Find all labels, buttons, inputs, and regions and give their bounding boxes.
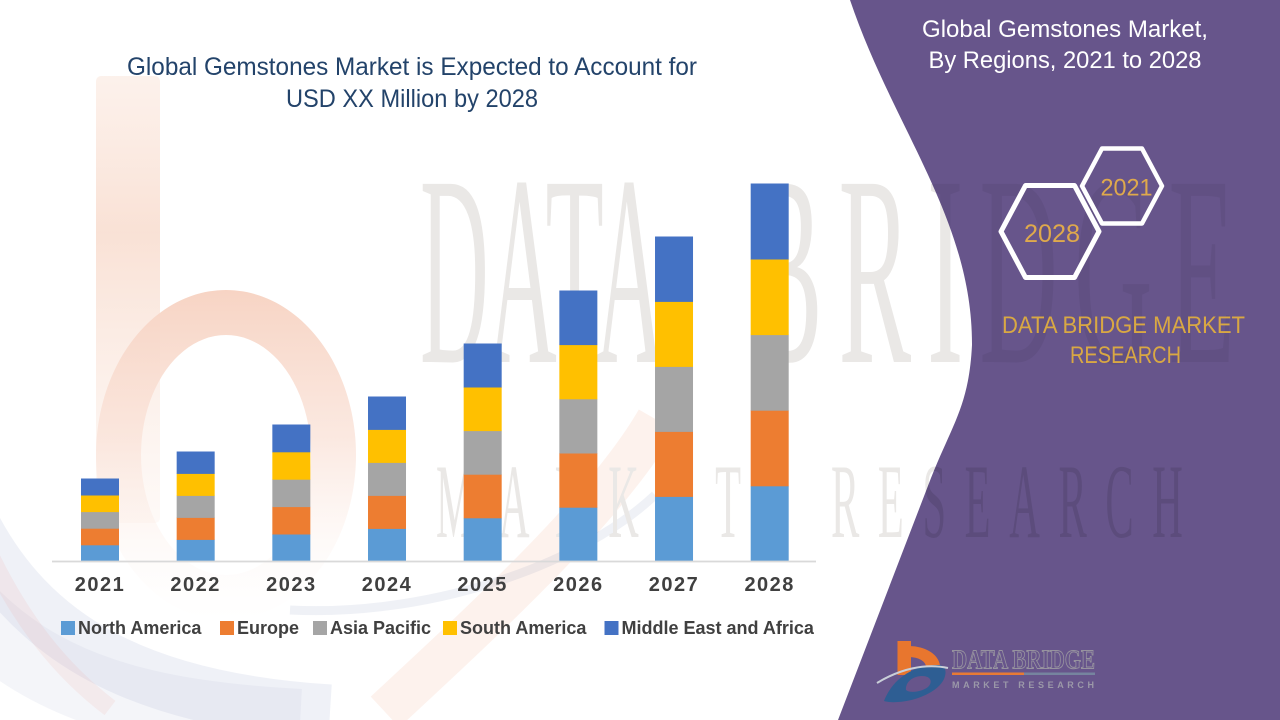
svg-text:DATA BRIDGE MARKET: DATA BRIDGE MARKET — [1002, 312, 1245, 339]
svg-text:Middle East and Africa: Middle East and Africa — [622, 618, 815, 638]
svg-text:2027: 2027 — [649, 574, 700, 596]
svg-text:2021: 2021 — [1101, 175, 1153, 202]
svg-text:Asia Pacific: Asia Pacific — [330, 618, 431, 638]
svg-text:2025: 2025 — [457, 574, 508, 596]
svg-text:South America: South America — [460, 618, 587, 638]
svg-text:2023: 2023 — [266, 574, 317, 596]
svg-text:2026: 2026 — [553, 574, 604, 596]
svg-text:2028: 2028 — [1024, 220, 1080, 248]
svg-text:DATA: DATA — [420, 120, 664, 422]
svg-text:Europe: Europe — [237, 618, 299, 638]
svg-text:2028: 2028 — [744, 574, 795, 596]
svg-text:Global Gemstones Market is Exp: Global Gemstones Market is Expected to A… — [127, 53, 697, 81]
svg-text:Global Gemstones Market,: Global Gemstones Market, — [922, 16, 1208, 43]
svg-text:USD XX Million by 2028: USD XX Million by 2028 — [286, 85, 538, 113]
svg-text:2022: 2022 — [170, 574, 221, 596]
svg-text:2021: 2021 — [75, 574, 126, 596]
svg-text:RESEARCH: RESEARCH — [1070, 342, 1181, 369]
svg-text:North America: North America — [78, 618, 202, 638]
svg-text:By Regions, 2021 to 2028: By Regions, 2021 to 2028 — [929, 47, 1202, 74]
svg-text:DATA BRIDGE: DATA BRIDGE — [952, 645, 1095, 675]
svg-text:MARKET RESEARCH: MARKET RESEARCH — [952, 680, 1094, 690]
svg-text:2024: 2024 — [362, 574, 413, 596]
